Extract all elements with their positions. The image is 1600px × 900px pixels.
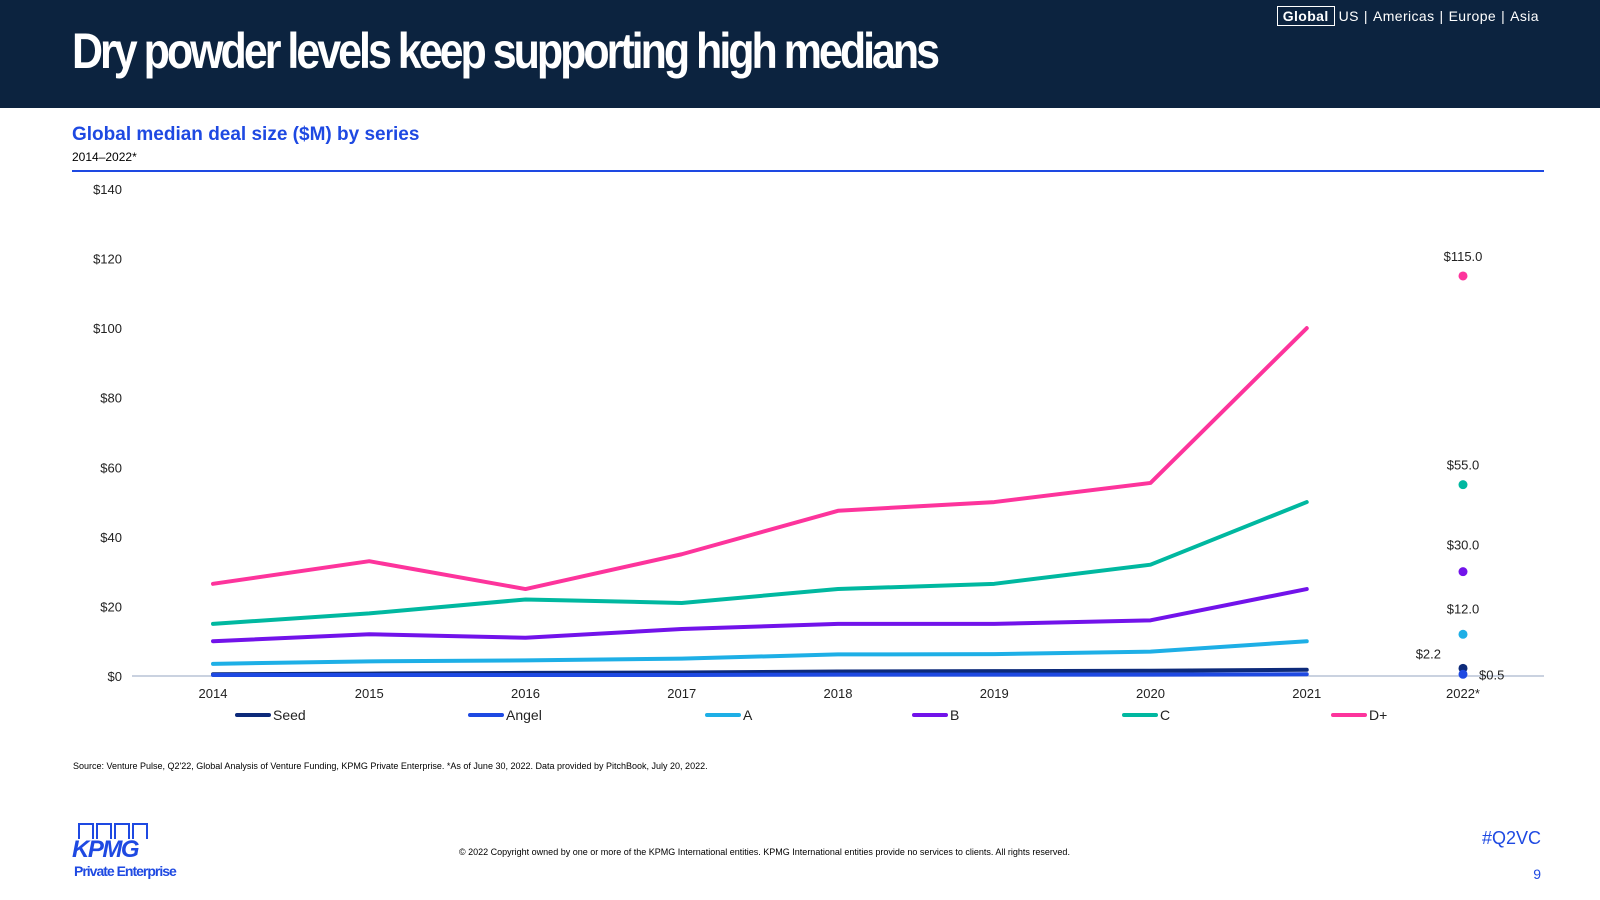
source-note: Source: Venture Pulse, Q2'22, Global Ana… [73,761,708,771]
data-label: $55.0 [1447,458,1480,473]
legend-swatch [705,713,741,717]
x-tick-label: 2020 [1136,686,1165,701]
point-2022-dplus [1458,271,1468,281]
series-line-a [211,639,1309,666]
title-divider [72,170,1544,172]
y-tick-label: $20 [100,599,122,614]
x-tick-label: 2017 [667,686,696,701]
page-title: Dry powder levels keep supporting high m… [72,23,940,79]
point-2022-a [1458,629,1468,639]
header-bar: Dry powder levels keep supporting high m… [0,0,1600,108]
hashtag: #Q2VC [1481,828,1541,848]
series-line-angel [211,672,1309,677]
y-tick-label: $60 [100,460,122,475]
data-label: $30.0 [1447,538,1480,553]
series-line-c [211,500,1309,626]
region-nav: Global US | Americas | Europe | Asia [1276,6,1539,26]
x-tick-label: 2021 [1292,686,1321,701]
chart-legend: Seed Angel A B C D+ [235,707,1435,727]
x-tick-label: 2022* [1446,686,1480,701]
data-label: $115.0 [1444,249,1483,264]
kpmg-logo: KPMG Private Enterprise [72,823,182,883]
legend-item: A [705,707,752,723]
line-chart: $0 $20 $40 $60 $80 $100 $120 $140 2014 2015 2016 20… [93,182,1544,701]
x-tick-label: 2016 [511,686,540,701]
legend-item: Angel [468,707,542,723]
region-separator: | [1439,8,1444,24]
legend-label: Angel [506,707,542,723]
y-tick-label: $120 [93,252,122,267]
chart-subtitle: 2014–2022* [72,150,137,164]
logo-wordmark: KPMG [72,836,140,863]
region-tab-europe[interactable]: Europe [1448,8,1497,24]
data-label: $2.2 [1416,646,1441,661]
y-tick-label: $40 [100,530,122,545]
legend-label: A [743,707,753,723]
legend-item: B [912,707,959,723]
legend-label: C [1160,707,1171,723]
y-tick-label: $140 [93,182,122,197]
page-number: 9 [1533,866,1541,882]
data-label: $0.5 [1479,667,1504,682]
point-2022-c [1458,480,1468,490]
series-line-b [211,587,1309,644]
y-tick-label: $0 [108,669,122,684]
legend-label: Seed [273,707,306,723]
region-tab-americas[interactable]: Americas [1372,8,1435,24]
legend-item: D+ [1331,707,1387,723]
x-tick-label: 2019 [980,686,1009,701]
chart-title: Global median deal size ($M) by series [72,124,420,145]
y-tick-label: $100 [93,321,122,336]
region-tab-us[interactable]: US [1338,8,1359,24]
legend-label: B [950,707,960,723]
legend-item: Seed [235,707,306,723]
region-separator: | [1501,8,1506,24]
legend-swatch [1122,713,1158,717]
region-tab-global[interactable]: Global [1276,6,1335,26]
legend-item: C [1122,707,1170,723]
legend-swatch [468,713,504,717]
legend-label: D+ [1369,707,1388,723]
y-tick-label: $80 [100,391,122,406]
point-2022-b [1458,567,1468,577]
legend-swatch [912,713,948,717]
x-tick-label: 2014 [199,686,228,701]
series-line-dplus [211,326,1309,592]
legend-swatch [1331,713,1367,717]
legend-swatch [235,713,271,717]
point-2022-angel [1458,669,1468,679]
region-tab-asia[interactable]: Asia [1510,8,1539,24]
region-separator: | [1363,8,1368,24]
x-tick-label: 2018 [824,686,853,701]
x-tick-label: 2015 [355,686,384,701]
logo-subtitle: Private Enterprise [74,863,177,879]
data-label: $12.0 [1447,601,1480,616]
logo-squares [78,823,182,839]
copyright-notice: © 2022 Copyright owned by one or more of… [459,847,1070,857]
